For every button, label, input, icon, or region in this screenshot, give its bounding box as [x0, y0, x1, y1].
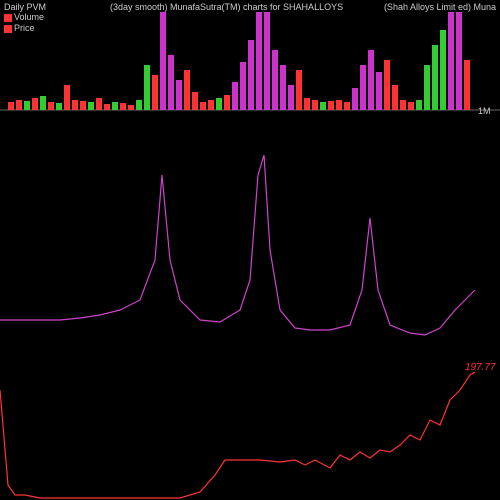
volume-bar: [168, 55, 174, 110]
volume-bar: [88, 102, 94, 110]
volume-bar: [344, 102, 350, 110]
volume-bar: [224, 95, 230, 110]
volume-bar: [192, 92, 198, 110]
volume-bar: [272, 50, 278, 110]
volume-bar: [216, 98, 222, 110]
volume-bar: [432, 45, 438, 110]
price-label: 197.77: [465, 362, 496, 373]
volume-bar: [360, 65, 366, 110]
volume-bar: [144, 65, 150, 110]
header-title: Daily PVM: [4, 2, 46, 12]
volume-bar: [280, 65, 286, 110]
volume-bar: [320, 102, 326, 110]
volume-bar: [464, 60, 470, 110]
volume-bar: [440, 30, 446, 110]
volume-bar: [96, 98, 102, 110]
volume-bar: [232, 82, 238, 110]
volume-bar: [392, 85, 398, 110]
volume-bar: [80, 101, 86, 110]
volume-bar: [176, 80, 182, 110]
chart-header: Daily PVM: [4, 2, 496, 32]
volume-bar: [48, 102, 54, 110]
volume-bar: [336, 100, 342, 110]
axis-label-1m: 1M: [478, 106, 491, 116]
volume-bar: [128, 105, 134, 110]
volume-bar: [72, 100, 78, 110]
volume-bar: [184, 70, 190, 110]
volume-bar: [296, 70, 302, 110]
volume-bar: [328, 101, 334, 110]
volume-bar: [312, 100, 318, 110]
volume-bar: [248, 40, 254, 110]
volume-bar: [288, 85, 294, 110]
chart-svg: 1M 197.77: [0, 0, 500, 500]
volume-bar: [208, 100, 214, 110]
volume-bar: [152, 75, 158, 110]
volume-bar: [120, 103, 126, 110]
volume-bar: [104, 104, 110, 110]
volume-bar: [64, 85, 70, 110]
volume-bar: [240, 62, 246, 110]
volume-bar: [32, 98, 38, 110]
chart-container: 1M197.77 Daily PVM (3day smooth) MunafaS…: [0, 0, 500, 500]
volume-bar: [416, 100, 422, 110]
volume-bar: [136, 100, 142, 110]
volume-bar: [24, 101, 30, 110]
volume-bar: [368, 50, 374, 110]
volume-bar: [200, 102, 206, 110]
volume-bar: [352, 88, 358, 110]
volume-bar: [384, 60, 390, 110]
volume-bar: [400, 100, 406, 110]
volume-bar: [40, 96, 46, 110]
volume-bar: [56, 103, 62, 110]
volume-bar: [376, 72, 382, 110]
volume-bar: [304, 98, 310, 110]
volume-bar: [408, 102, 414, 110]
volume-bar: [424, 65, 430, 110]
volume-bar: [8, 102, 14, 110]
volume-bar: [112, 102, 118, 110]
volume-bar: [16, 100, 22, 110]
